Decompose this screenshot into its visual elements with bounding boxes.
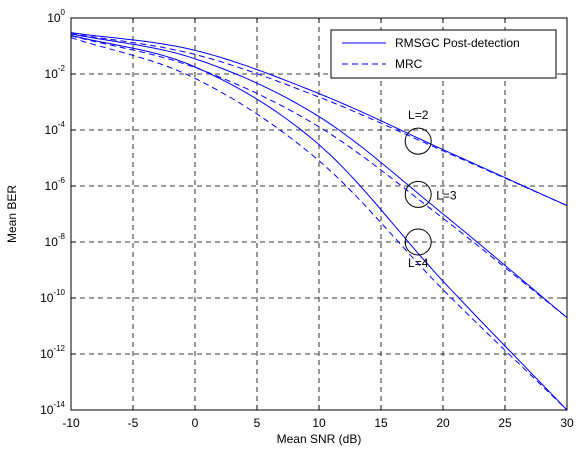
y-tick-label: 100 — [47, 8, 65, 25]
data-series — [70, 32, 568, 411]
x-tick-label: 10 — [312, 416, 326, 430]
legend: RMSGC Post-detection MRC — [330, 29, 557, 79]
annotation-circle — [404, 127, 432, 155]
x-tick-label: 5 — [254, 416, 261, 430]
annotation-circle — [404, 180, 432, 208]
y-axis-label: Mean BER — [5, 185, 19, 243]
y-tick-label: 10-8 — [45, 232, 66, 249]
y-tick-labels: 100 10-2 10-4 10-6 10-8 10-10 10-12 10-14 — [40, 8, 65, 417]
annotation-circle — [404, 228, 432, 256]
series-line-rmsgc-l2 — [70, 32, 568, 207]
series-line-mrc-l2 — [70, 33, 568, 207]
y-tick-label: 10-14 — [40, 400, 65, 417]
x-tick-label: -5 — [128, 416, 139, 430]
annotation-label: L=2 — [408, 108, 429, 122]
annotation-label: L=3 — [436, 188, 457, 202]
series-line-mrc-l3 — [70, 35, 568, 318]
x-tick-label: -10 — [62, 416, 80, 430]
x-tick-label: 15 — [374, 416, 388, 430]
y-tick-label: 10-10 — [40, 288, 65, 305]
y-tick-label: 10-12 — [40, 344, 65, 361]
x-tick-label: 25 — [498, 416, 512, 430]
x-axis-label: Mean SNR (dB) — [277, 432, 362, 446]
annotations: L=2 L=3 L=4 — [404, 108, 457, 270]
x-tick-label: 30 — [560, 416, 574, 430]
plot-frame — [70, 17, 568, 411]
y-tick-label: 10-2 — [45, 64, 66, 81]
series-line-rmsgc-l4 — [70, 34, 568, 411]
legend-label-rmsgc: RMSGC Post-detection — [395, 36, 520, 50]
grid-lines — [71, 18, 567, 410]
x-tick-label: 20 — [436, 416, 450, 430]
x-tick-label: 0 — [192, 416, 199, 430]
annotation-label: L=4 — [408, 256, 429, 270]
x-tick-labels: -10 -5 0 5 10 15 20 25 30 — [62, 416, 574, 430]
y-tick-label: 10-6 — [45, 176, 66, 193]
series-line-rmsgc-l3 — [70, 33, 568, 318]
y-tick-label: 10-4 — [45, 120, 66, 137]
legend-box — [330, 29, 557, 79]
legend-label-mrc: MRC — [395, 57, 423, 71]
